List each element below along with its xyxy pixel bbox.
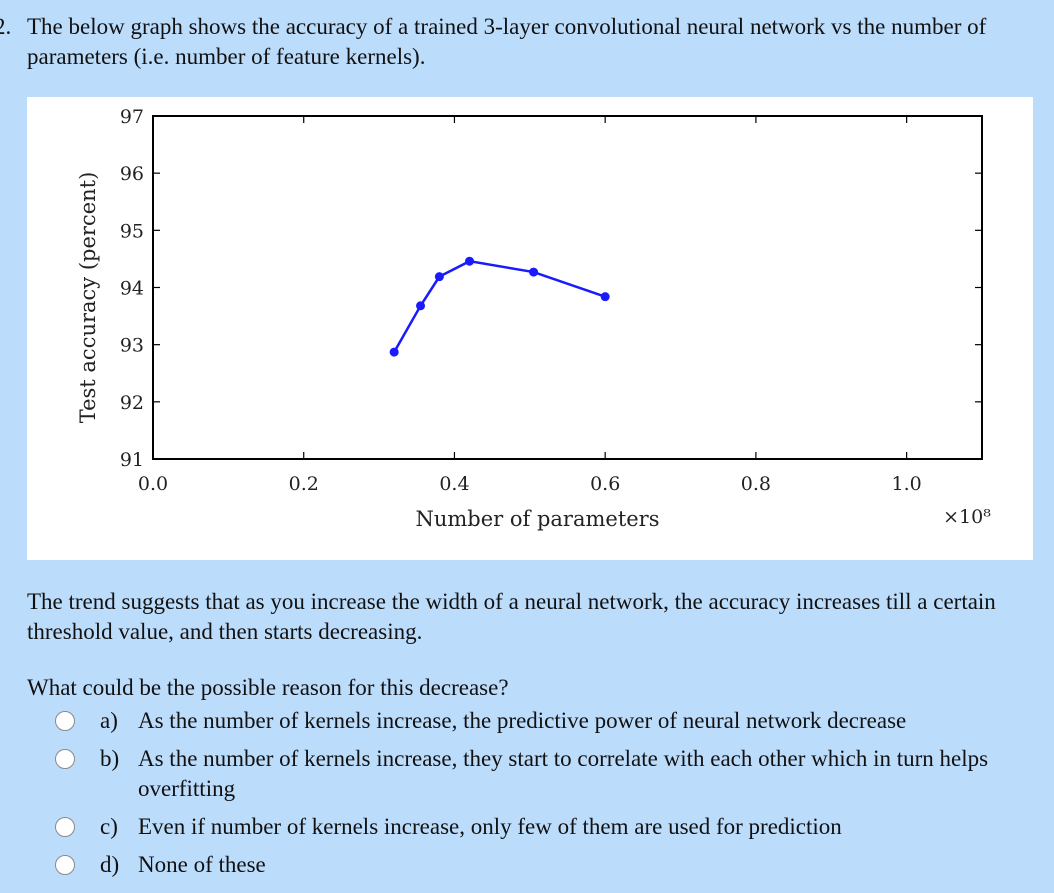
plot-frame — [152, 115, 983, 460]
question-text: The below graph shows the accuracy of a … — [27, 14, 987, 69]
radio-button-b[interactable] — [55, 749, 75, 769]
option-letter-d: d) — [100, 852, 120, 877]
x-tick-label: 0.2 — [289, 473, 319, 495]
option-letter-c: c) — [100, 814, 118, 839]
data-point — [529, 267, 539, 277]
option-text-a: As the number of kernels increase, the p… — [138, 708, 907, 733]
x-tick-label: 0.0 — [138, 473, 168, 495]
option-text-d: None of these — [138, 852, 266, 877]
chart-panel: 0.0 0.2 0.4 0.6 0.8 1.0 97 96 95 94 93 92 91 Number o… — [27, 97, 1033, 560]
radio-button-a[interactable] — [55, 711, 75, 731]
data-point — [600, 292, 610, 302]
x-axis-label: Number of parameters — [415, 507, 659, 531]
y-axis-label: Test accuracy (percent) — [76, 172, 100, 424]
series-line — [393, 259, 606, 353]
option-letter-a: a) — [100, 708, 118, 733]
option-text-c: Even if number of kernels increase, only… — [138, 814, 842, 839]
y-tick-label: 91 — [120, 449, 144, 471]
radio-button-d[interactable] — [55, 855, 75, 875]
data-point — [434, 272, 444, 282]
y-tick-label: 93 — [120, 335, 144, 357]
option-letter-b: b) — [100, 746, 120, 771]
question-prompt: What could be the possible reason for th… — [27, 675, 509, 700]
y-tick-label: 97 — [120, 106, 144, 128]
data-point — [389, 347, 399, 357]
data-point — [416, 301, 426, 311]
x-tick-label: 0.8 — [741, 473, 771, 495]
x-multiplier-label: ×10⁸ — [943, 506, 991, 528]
x-tick-label: 0.4 — [439, 473, 469, 495]
y-tick-label: 94 — [120, 278, 144, 300]
y-tick-label: 92 — [120, 392, 144, 414]
accuracy-chart: 0.0 0.2 0.4 0.6 0.8 1.0 97 96 95 94 93 92 91 Number o… — [76, 106, 991, 531]
question-number: 2. — [0, 14, 12, 39]
radio-button-c[interactable] — [55, 817, 75, 837]
trend-text: The trend suggests that as you increase … — [27, 589, 996, 644]
data-point — [465, 256, 475, 266]
y-tick-label: 95 — [120, 220, 144, 242]
x-tick-label: 1.0 — [892, 473, 922, 495]
x-tick-label: 0.6 — [590, 473, 620, 495]
option-text-b: As the number of kernels increase, they … — [138, 746, 989, 801]
y-tick-label: 96 — [120, 163, 144, 185]
